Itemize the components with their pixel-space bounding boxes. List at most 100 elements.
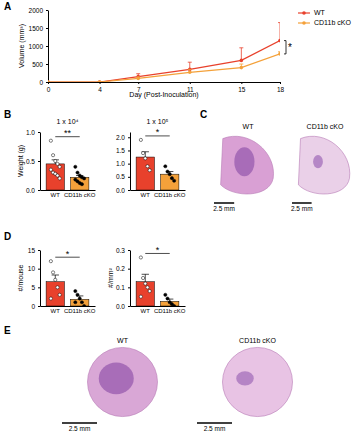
scale-bar <box>214 202 234 204</box>
image-row: WT2.5 mmCD11b cKO2.5 mm <box>60 337 320 432</box>
data-point <box>49 297 52 300</box>
bar <box>136 157 154 190</box>
tick-mark <box>46 28 48 29</box>
data-point <box>54 159 57 162</box>
tick: 1500 <box>29 25 48 32</box>
bracket-line <box>284 41 286 54</box>
tick-mark <box>128 177 130 178</box>
significance-bracket: * <box>145 127 169 137</box>
tick-label: WT <box>51 308 61 314</box>
tick-mark <box>128 190 130 191</box>
tick-label: WT <box>141 192 151 198</box>
legend-marker <box>302 21 306 25</box>
bar-chart: WTCD11b cKO051015#/mouse* <box>17 247 96 315</box>
series-point <box>98 80 102 82</box>
tick-label: 1000 <box>29 43 44 50</box>
data-point <box>139 295 142 298</box>
data-point <box>74 165 77 168</box>
image-background <box>290 132 360 198</box>
error-bar-cap <box>188 62 192 63</box>
x-axis-title: Day (Post-Inoculation) <box>129 91 198 99</box>
data-point <box>170 177 173 180</box>
tick-mark <box>128 287 130 288</box>
data-point <box>166 297 169 300</box>
y-axis-title: Weight (g) <box>17 145 25 177</box>
tick-label: 0.3 <box>116 247 125 254</box>
y-axis-title: #/mouse <box>17 264 24 291</box>
tick-mark <box>46 82 48 83</box>
plot-area <box>136 138 179 190</box>
bar <box>136 282 154 306</box>
error-bar <box>239 48 243 61</box>
series-point <box>48 80 50 82</box>
plot-area <box>48 23 280 82</box>
tick: 15 <box>28 247 40 254</box>
y-axis: 0.00.10.20.3 <box>116 247 131 310</box>
tick-label: 0.0 <box>116 187 125 194</box>
histology-image <box>212 132 284 198</box>
data-point <box>141 276 144 279</box>
tick: CD11b cKO <box>154 190 186 198</box>
data-point <box>51 154 54 157</box>
series-point <box>48 80 50 82</box>
tissue-region <box>313 155 323 168</box>
tick-label: 15 <box>28 247 36 254</box>
image-title: WT <box>243 123 255 130</box>
tick-mark <box>38 161 40 162</box>
significance-bracket: ** <box>55 128 79 138</box>
figure: 0471115180500100015002000Day (Post-Inocu… <box>0 0 363 440</box>
tick-label: 0 <box>47 86 51 93</box>
data-point <box>58 177 61 180</box>
tick: CD11b cKO <box>64 190 96 198</box>
image-title: CD11b cKO <box>239 337 276 344</box>
panel-label: C <box>200 109 207 120</box>
tick-mark <box>38 269 40 270</box>
tick: 18 <box>277 82 285 93</box>
tick: CD11b cKO <box>154 306 186 314</box>
image-title: WT <box>117 337 129 344</box>
tissue-region <box>236 371 254 385</box>
series-point <box>278 52 280 56</box>
tick-mark <box>128 269 130 270</box>
data-point <box>146 286 149 289</box>
y-axis: 0500100015002000 <box>29 7 49 86</box>
tick-label: 15 <box>238 86 246 93</box>
panel-label: A <box>4 1 11 12</box>
error-bar-cap <box>278 51 280 52</box>
data-point <box>168 173 171 176</box>
axis-line <box>130 251 131 307</box>
scale-bar-label: 2.5 mm <box>213 205 235 212</box>
tick: 0.0 <box>116 303 130 310</box>
image-background <box>60 346 185 418</box>
panel-label: D <box>4 231 11 242</box>
tick: 0.0 <box>116 187 130 194</box>
plot-area <box>46 260 89 306</box>
tissue <box>223 347 293 416</box>
axis-line <box>41 190 96 191</box>
axis-line <box>131 190 186 191</box>
y-axis-title: Volume (mm³) <box>18 24 26 68</box>
y-axis: 0.00.51.0 <box>26 129 41 194</box>
y-axis: 051015 <box>28 247 41 310</box>
legend-item: WT <box>298 9 326 16</box>
error-bar-cap <box>239 47 243 48</box>
axis-line <box>131 306 186 307</box>
tick-mark <box>38 250 40 251</box>
tick-label: 4 <box>98 86 102 93</box>
series-line <box>48 41 280 82</box>
axis-line <box>49 82 281 83</box>
tick: 1.0 <box>26 129 40 136</box>
chart-title: 1 x 10⁵ <box>147 118 169 125</box>
error-bar <box>142 152 149 157</box>
tick-label: 0.1 <box>116 284 125 291</box>
data-point <box>173 179 176 182</box>
data-point <box>58 293 61 296</box>
data-point <box>76 171 79 174</box>
tick-label: CD11b cKO <box>64 192 96 198</box>
axis-line <box>41 306 96 307</box>
tick: WT <box>51 306 61 314</box>
histology-image <box>60 346 185 418</box>
y-axis: 0.00.51.01.52.0 <box>116 133 131 194</box>
data-point <box>83 304 86 306</box>
histology-image <box>290 132 360 198</box>
